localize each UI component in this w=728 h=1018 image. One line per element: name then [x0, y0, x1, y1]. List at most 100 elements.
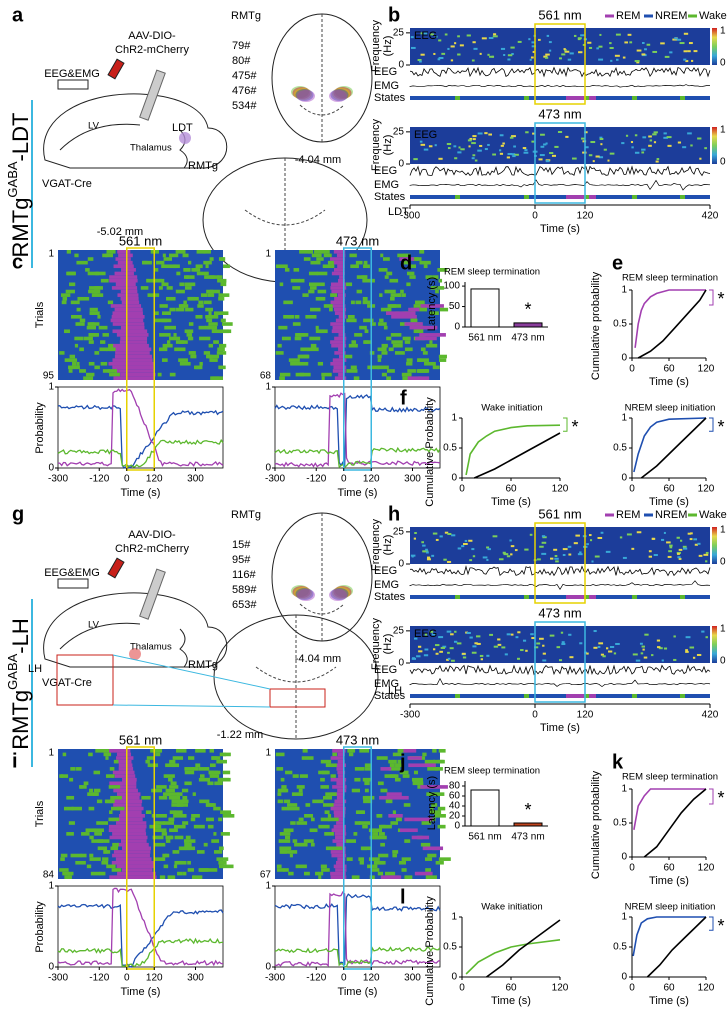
state-segment	[584, 195, 589, 199]
raster-wake	[85, 828, 97, 833]
raster-wake	[200, 774, 205, 778]
fiber-placement	[297, 589, 315, 601]
raster-wake	[283, 300, 293, 305]
state-segment	[524, 694, 529, 698]
raster-wake	[60, 293, 71, 297]
spectrogram-speckle	[428, 145, 433, 148]
raster-rem	[116, 821, 147, 825]
raster-wake	[164, 853, 170, 858]
raster-wake	[311, 253, 322, 258]
raster-wake	[163, 864, 169, 869]
raster-wake	[381, 372, 387, 377]
raster-wake	[187, 260, 192, 265]
raster-rem	[114, 271, 134, 276]
raster-wake	[209, 257, 214, 261]
raster-rem	[330, 777, 347, 782]
raster-wake	[369, 365, 380, 370]
spectrogram-speckle	[586, 543, 589, 546]
raster-wake	[356, 289, 363, 294]
y-tick-label: 0	[398, 559, 404, 570]
laser-window	[126, 247, 155, 471]
state-segment	[524, 195, 529, 199]
spectrogram-speckle	[484, 148, 488, 151]
probability-curve	[274, 446, 441, 469]
fiber-placement	[332, 587, 350, 599]
raster-wake	[92, 828, 104, 833]
significance: *	[717, 788, 724, 808]
raster-wake	[89, 857, 101, 861]
state-bar	[410, 694, 710, 698]
raster-wake	[218, 343, 227, 348]
spectrogram-speckle	[643, 656, 648, 659]
spectrogram-speckle	[562, 554, 566, 557]
raster-wake	[308, 271, 318, 276]
raster-wake	[186, 275, 190, 279]
spectrogram-speckle	[450, 659, 455, 662]
raster-wake	[377, 781, 384, 786]
raster-wake	[153, 842, 166, 847]
spectrogram-speckle	[468, 145, 471, 148]
spectrogram-speckle	[549, 634, 555, 637]
raster-wake	[74, 336, 84, 341]
raster-wake	[104, 749, 110, 753]
raster-wake	[173, 810, 183, 814]
virus-label: ChR2-mCherry	[115, 543, 189, 555]
raster-rem	[333, 365, 347, 370]
spectrogram-speckle	[689, 538, 693, 541]
raster-wake	[89, 286, 100, 290]
raster-wake	[207, 781, 214, 786]
spectrogram-speckle	[466, 631, 471, 634]
raster-wake	[73, 358, 78, 362]
raster-wake	[346, 369, 358, 373]
raster-wake	[110, 795, 122, 800]
anatomy-label: LH	[28, 663, 42, 675]
raster-wake	[80, 853, 87, 858]
spectrogram-speckle	[515, 636, 519, 639]
raster-wake	[378, 322, 387, 326]
state-segment	[455, 96, 460, 100]
raster-rem	[115, 351, 150, 355]
raster-wake	[419, 307, 428, 312]
mouse-id: 15#	[232, 539, 251, 551]
raster-wake	[87, 271, 99, 276]
raster-wake	[169, 759, 176, 764]
spectrogram-speckle	[450, 45, 455, 48]
spectrogram-speckle	[565, 135, 569, 138]
spectrogram-speckle	[504, 653, 508, 656]
fiber-placement	[292, 87, 311, 99]
raster-wake	[165, 835, 173, 840]
raster-wake	[153, 311, 159, 315]
raster-wake	[284, 268, 290, 272]
raster-wake	[350, 264, 359, 269]
spectrogram-speckle	[481, 37, 487, 40]
spectrogram-speckle	[541, 552, 547, 555]
spectrogram-speckle	[668, 550, 672, 553]
raster-wake	[94, 832, 102, 836]
raster-wake	[99, 871, 106, 876]
raster-wake	[278, 839, 291, 843]
raster-wake	[143, 260, 152, 265]
spectrogram	[410, 28, 710, 65]
spectrogram-speckle	[691, 59, 694, 62]
raster-wake	[177, 792, 183, 796]
bar	[513, 822, 543, 827]
spectrogram-speckle	[500, 144, 504, 147]
spectrogram-speckle	[568, 633, 572, 636]
raster-wake	[318, 875, 322, 879]
spectrogram-speckle	[423, 550, 429, 553]
spectrogram-speckle	[480, 658, 483, 661]
raster-wake	[88, 289, 99, 294]
raster-wake	[222, 264, 230, 269]
bar	[470, 288, 500, 328]
spectrogram-speckle	[469, 636, 473, 639]
raster-wake	[401, 293, 406, 297]
panel-letter: k	[612, 751, 624, 773]
spectrogram-speckle	[422, 544, 426, 547]
raster-wake	[424, 759, 436, 764]
state-segment	[524, 96, 529, 100]
spectrogram-speckle	[469, 137, 473, 140]
raster-wake	[277, 799, 283, 804]
spectrogram-speckle	[690, 532, 693, 535]
raster-wake	[220, 832, 230, 836]
legend-label: Wake	[699, 10, 727, 22]
